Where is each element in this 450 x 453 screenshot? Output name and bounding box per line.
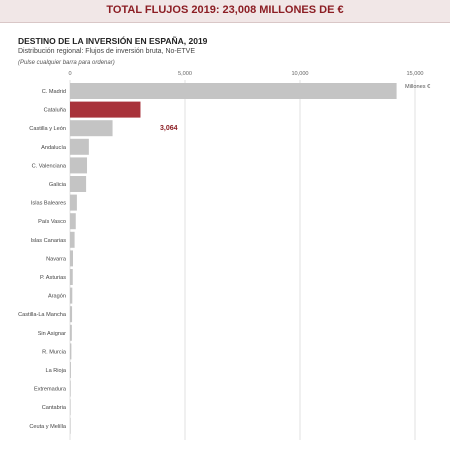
- highlight-value-label: 3,064: [160, 125, 178, 132]
- bar[interactable]: [70, 101, 141, 118]
- category-label: Cantabria: [42, 405, 67, 411]
- bar[interactable]: [70, 138, 89, 155]
- bar[interactable]: [70, 176, 87, 192]
- bar[interactable]: [70, 194, 77, 211]
- bar[interactable]: [70, 213, 76, 230]
- x-tick-label: 10,000: [291, 71, 308, 77]
- category-label: P. Asturias: [40, 275, 66, 281]
- category-label: Andalucía: [41, 145, 67, 151]
- x-tick-label: 0: [68, 71, 71, 77]
- bar[interactable]: [70, 83, 397, 99]
- bar[interactable]: [70, 362, 71, 378]
- category-label: Aragón: [48, 294, 66, 300]
- category-label: Galicia: [49, 182, 67, 188]
- category-label: Castilla y León: [29, 126, 66, 132]
- x-tick-label: 15,000: [406, 71, 423, 77]
- category-label: C. Madrid: [42, 89, 66, 95]
- total-banner-text: TOTAL FLUJOS 2019: 23,008 MILLONES DE €: [106, 4, 344, 16]
- unit-label: Millones €: [405, 84, 431, 90]
- bar[interactable]: [70, 250, 73, 267]
- category-label: Cataluña: [44, 108, 67, 114]
- total-banner: TOTAL FLUJOS 2019: 23,008 MILLONES DE €: [0, 0, 450, 23]
- category-label: Castilla-La Mancha: [18, 312, 67, 318]
- category-label: Ceuta y Melilla: [29, 424, 67, 430]
- bar[interactable]: [70, 380, 71, 397]
- sort-hint: (Pulse cualquier barra para ordenar): [18, 60, 115, 66]
- bar[interactable]: [70, 343, 72, 360]
- category-label: País Vasco: [38, 219, 66, 225]
- bar[interactable]: [70, 231, 75, 248]
- bar[interactable]: [70, 287, 73, 304]
- category-label: Islas Baleares: [31, 201, 66, 207]
- category-label: R. Murcia: [42, 349, 67, 355]
- bar[interactable]: [70, 120, 113, 137]
- category-label: La Rioja: [45, 368, 66, 374]
- category-label: Navarra: [46, 256, 67, 262]
- category-label: C. Valenciana: [32, 163, 67, 169]
- category-label: Islas Canarias: [31, 238, 67, 244]
- x-tick-label: 5,000: [178, 71, 192, 77]
- category-label: Extremadura: [34, 387, 67, 393]
- category-label: Sin Asignar: [38, 331, 66, 337]
- bar[interactable]: [70, 399, 71, 416]
- chart-subtitle: Distribución regional: Flujos de inversi…: [18, 48, 196, 55]
- chart-title: DESTINO DE LA INVERSIÓN EN ESPAÑA, 2019: [18, 36, 208, 46]
- bar[interactable]: [70, 417, 71, 434]
- bar[interactable]: [70, 157, 88, 174]
- bar[interactable]: [70, 306, 73, 323]
- bar[interactable]: [70, 324, 72, 341]
- bar[interactable]: [70, 269, 73, 285]
